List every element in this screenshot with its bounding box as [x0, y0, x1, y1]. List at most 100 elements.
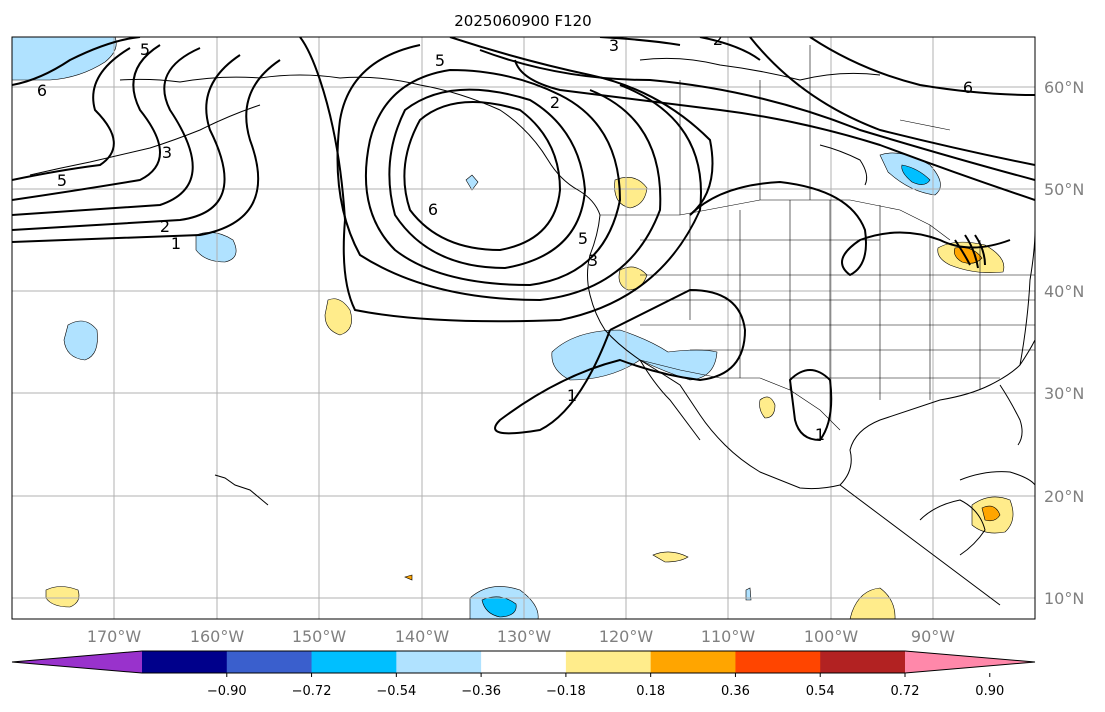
hudson-bay [819, 144, 868, 186]
contour-ring-3 [364, 68, 622, 287]
lon-label: 100°W [804, 627, 859, 646]
contour-lines [12, 37, 1035, 442]
negative-anomaly-south-core [481, 596, 517, 618]
lon-label: 150°W [292, 627, 347, 646]
colorbar-bin [735, 651, 821, 673]
central-america [839, 484, 1001, 606]
contour-label: 5 [140, 40, 150, 59]
lon-label: 120°W [599, 627, 654, 646]
positive-anomaly-caribbean-core [981, 505, 1001, 522]
contour-label: 5 [578, 229, 588, 248]
colorbar-tick-label: −0.36 [461, 684, 501, 699]
negative-anomaly-small-1 [465, 174, 479, 191]
colorbar-bin [820, 651, 906, 673]
contour-label: 3 [609, 36, 619, 55]
contour-label: 2 [713, 30, 723, 49]
florida [999, 384, 1023, 446]
hawaii [214, 474, 269, 506]
contour-westpac-3 [12, 47, 201, 216]
colorbar-bin [565, 651, 652, 673]
aleutian-chain [29, 104, 261, 176]
contour-mexico-1 [788, 369, 833, 442]
contour-arc-2 [699, 37, 761, 61]
us-mexico-border [639, 359, 841, 431]
yucatan-coast [919, 499, 986, 556]
colorbar-extend-min [12, 651, 142, 673]
contour-westpac-2 [12, 54, 241, 231]
contour-label: 1 [171, 234, 181, 253]
colorbar-tick-label: 0.90 [975, 684, 1004, 699]
colorbar-bin [142, 651, 228, 673]
contour-label: 3 [162, 143, 172, 162]
colorbar-bin [396, 651, 482, 673]
lat-label: 40°N [1044, 282, 1084, 301]
colorbar-tick-label: −0.54 [376, 684, 416, 699]
lon-label: 110°W [701, 627, 756, 646]
colorbar-tick-label: 0.54 [806, 684, 835, 699]
canada-provinces [679, 45, 951, 215]
contour-label: 6 [428, 200, 438, 219]
gridlines [12, 37, 1035, 619]
negative-anomaly-small-2 [745, 587, 752, 601]
positive-anomaly-small [404, 574, 413, 581]
contour-label: 1 [815, 425, 825, 444]
positive-anomaly-mexico [759, 396, 776, 419]
contour-north-6 [809, 37, 1035, 96]
contour-labels: 6 5 3 2 2 5 6 2 1 5 6 3 5 3 1 1 [37, 30, 973, 444]
contour-arc-3 [599, 37, 681, 46]
colorbar-extend-max [905, 651, 1035, 673]
longitude-labels: 170°W 160°W 150°W 140°W 130°W 120°W 110°… [87, 627, 955, 646]
contour-arc-5 [449, 37, 714, 216]
colorbar-bin [311, 651, 397, 673]
contour-arc-north-2 [514, 59, 1035, 201]
lon-label: 130°W [497, 627, 552, 646]
contour-westpac-5a [12, 47, 131, 181]
coastlines [29, 57, 1035, 606]
latitude-labels: 60°N 50°N 40°N 30°N 20°N 10°N [1044, 78, 1084, 608]
contour-ring-2 [388, 88, 587, 270]
lon-label: 140°W [395, 627, 450, 646]
positive-anomaly-south-2 [652, 551, 689, 563]
negative-anomaly-alaska [12, 37, 117, 81]
arctic-coast [639, 57, 881, 81]
lon-label: 170°W [87, 627, 142, 646]
contour-label: 6 [37, 81, 47, 100]
colorbar-outline [11, 650, 1036, 674]
contour-ring-4 [336, 44, 662, 302]
colorbar-tick-label: 0.18 [636, 684, 665, 699]
colorbar-tick-label: −0.90 [207, 684, 247, 699]
lat-label: 60°N [1044, 78, 1084, 97]
contour-closed-low [403, 101, 562, 252]
colorbar-bin [481, 651, 567, 673]
positive-anomaly-bc [614, 177, 648, 209]
contour-label: 2 [160, 217, 170, 236]
contour-westpac-1 [12, 59, 281, 243]
alaska-coast [119, 74, 601, 216]
chart-title: 2025060900 F120 [454, 12, 591, 30]
positive-anomaly-south-3 [849, 587, 896, 619]
contour-label: 3 [588, 251, 598, 270]
colorbar: −0.90 −0.72 −0.54 −0.36 −0.18 0.18 0.36 0.54 0.7… [11, 650, 1036, 699]
colorbar-bin [650, 651, 736, 673]
state-borders [600, 45, 1035, 431]
contour-label: 5 [435, 51, 445, 70]
colorbar-tick-label: 0.72 [891, 684, 920, 699]
negative-anomaly-aleutian [195, 232, 237, 263]
negative-anomaly-hudson-core [901, 164, 931, 185]
colorbar-tick-label: −0.72 [292, 684, 332, 699]
contour-north-b [749, 37, 1035, 166]
west-coast [587, 214, 841, 490]
map-frame [11, 36, 1036, 620]
contour-label: 1 [567, 386, 577, 405]
colorbar-tick-label: −0.18 [546, 684, 586, 699]
positive-anomaly-pacific [324, 298, 352, 336]
contour-westpac-5b [12, 44, 161, 201]
contour-arc-north-3 [479, 49, 1035, 181]
baja-coast [639, 359, 701, 441]
contour-east-1 [689, 180, 1011, 277]
lat-label: 20°N [1044, 487, 1084, 506]
lat-label: 50°N [1044, 180, 1084, 199]
contour-label: 2 [550, 93, 560, 112]
contour-west-1 [494, 288, 747, 435]
